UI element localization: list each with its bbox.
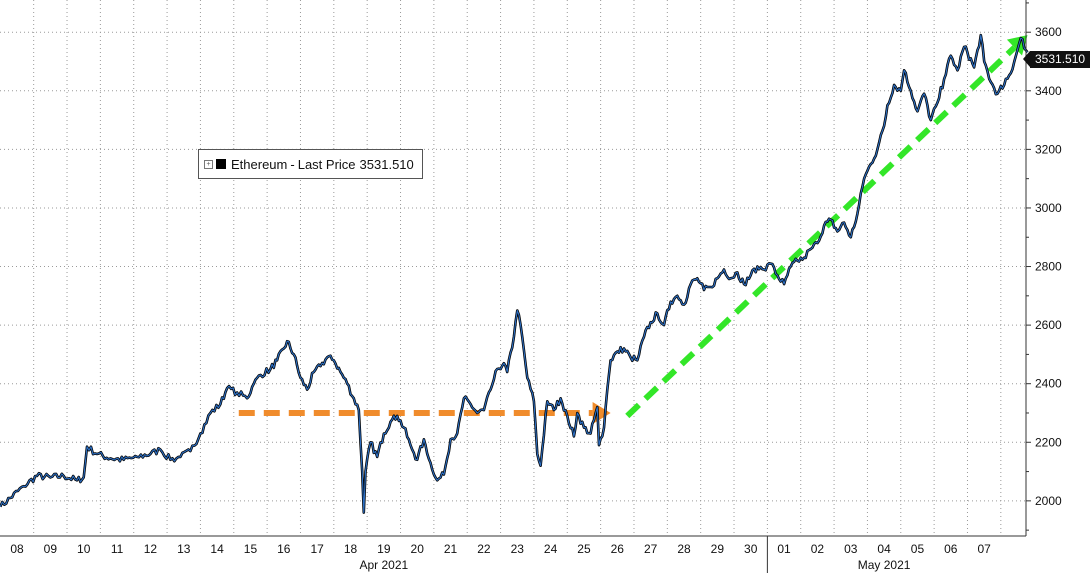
- x-tick-label: 08: [10, 542, 24, 556]
- x-tick-label: 24: [544, 542, 558, 556]
- y-tick-label: 3200: [1035, 142, 1062, 156]
- x-tick-label: 02: [811, 542, 825, 556]
- last-price-label: 3531.510: [1023, 51, 1090, 68]
- x-tick-label: 29: [711, 542, 725, 556]
- legend-swatch: [216, 159, 226, 169]
- x-tick-label: 25: [577, 542, 591, 556]
- legend-field: Last Price: [297, 156, 356, 172]
- x-tick-label: 27: [644, 542, 658, 556]
- x-month-label: Apr 2021: [359, 558, 408, 572]
- y-tick-label: 3600: [1035, 25, 1062, 39]
- legend-value: 3531.510: [359, 156, 414, 172]
- x-tick-label: 22: [477, 542, 491, 556]
- price-line-outline: [0, 33, 1029, 514]
- x-tick-label: 28: [677, 542, 691, 556]
- x-tick-label: 12: [144, 542, 158, 556]
- x-tick-label: 13: [177, 542, 191, 556]
- x-tick-label: 30: [744, 542, 758, 556]
- x-tick-label: 10: [77, 542, 91, 556]
- expand-icon[interactable]: +: [204, 159, 213, 169]
- price-series: [0, 33, 1029, 514]
- x-tick-label: 20: [411, 542, 425, 556]
- grid: [0, 0, 1026, 536]
- x-tick-label: 04: [877, 542, 891, 556]
- x-tick-label: 15: [244, 542, 258, 556]
- y-tick-label: 2400: [1035, 377, 1062, 391]
- x-tick-label: 18: [344, 542, 358, 556]
- legend-series-name: Ethereum: [231, 156, 288, 172]
- x-tick-label: 19: [377, 542, 391, 556]
- y-tick-label: 3400: [1035, 84, 1062, 98]
- chart-legend[interactable]: + Ethereum - Last Price 3531.510: [198, 149, 423, 179]
- trend-arrow-line: [625, 45, 1017, 419]
- x-axis: 08 09 10 11 12 13 14 15 16 17 18 19 20 21 22 23 24 25 26 27…: [0, 535, 1026, 573]
- price-line: [0, 34, 1028, 514]
- x-tick-label: 26: [611, 542, 625, 556]
- y-tick-label: 3000: [1035, 201, 1062, 215]
- x-tick-label: 11: [111, 542, 124, 556]
- legend-separator: -: [290, 156, 295, 172]
- y-tick-label: 2600: [1035, 318, 1062, 332]
- trend-arrows: [238, 35, 1028, 424]
- x-tick-label: 14: [210, 542, 224, 556]
- x-tick-label: 09: [44, 542, 58, 556]
- x-tick-label: 16: [277, 542, 291, 556]
- y-tick-label: 2800: [1035, 260, 1062, 274]
- y-tick-label: 2000: [1035, 494, 1062, 508]
- y-axis: 2000 2200 2400 2600 2800 3000 3200 3400 3600: [1025, 0, 1062, 536]
- x-tick-label: 21: [444, 542, 458, 556]
- x-tick-label: 23: [511, 542, 525, 556]
- y-tick-label: 2200: [1035, 435, 1062, 449]
- x-tick-label: 01: [777, 542, 791, 556]
- x-tick-label: 03: [844, 542, 858, 556]
- x-tick-label: 05: [911, 542, 925, 556]
- x-tick-label: 17: [310, 542, 324, 556]
- x-tick-label: 06: [944, 542, 958, 556]
- x-tick-label: 07: [977, 542, 991, 556]
- x-month-label: May 2021: [858, 558, 911, 572]
